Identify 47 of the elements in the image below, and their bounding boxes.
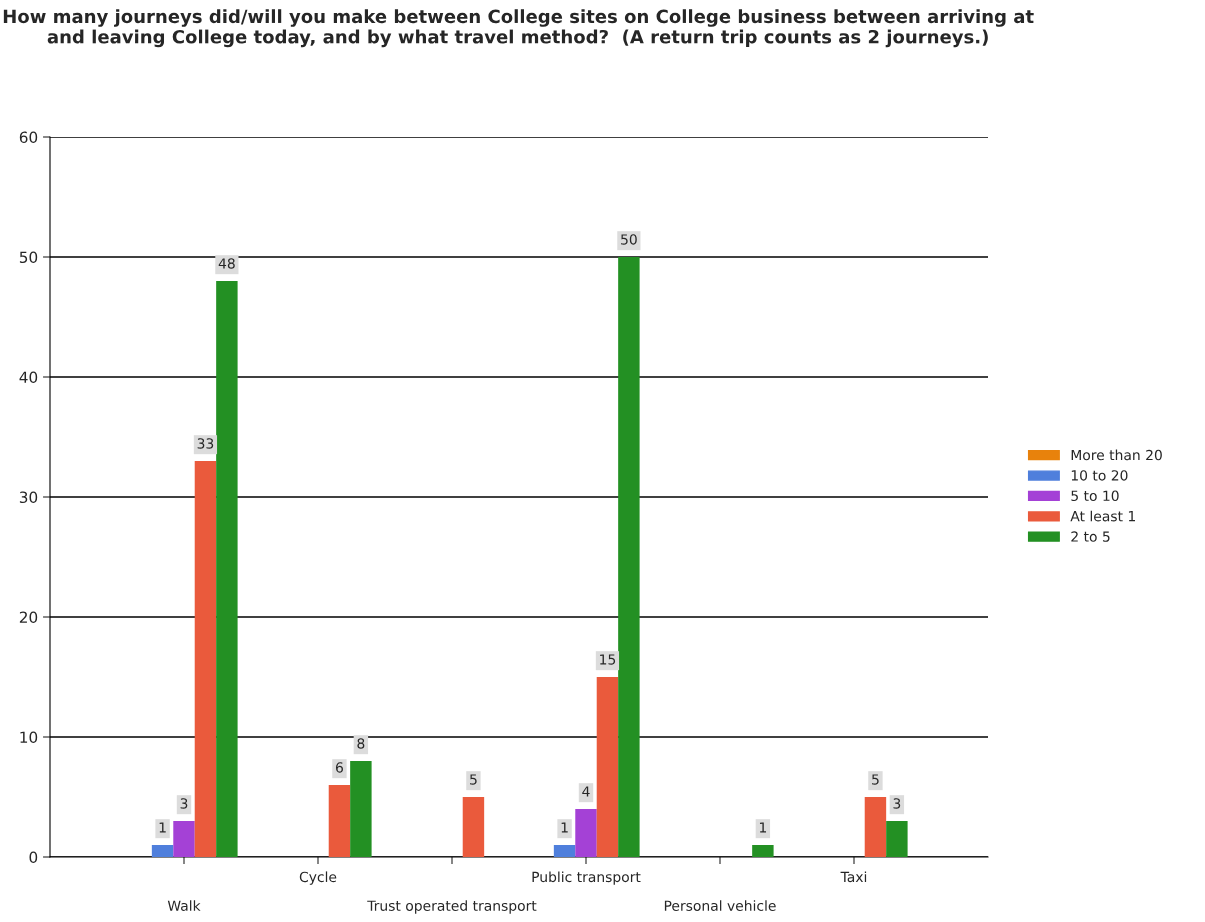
data-label: 5	[872, 774, 879, 785]
bar	[350, 761, 372, 857]
bar	[596, 677, 619, 857]
data-label: 3	[180, 798, 188, 809]
data-label: 4	[582, 786, 590, 797]
x-tick-label: Walk	[167, 900, 201, 911]
bar	[886, 821, 908, 857]
data-label: 5	[470, 774, 477, 785]
legend-label: At least 1	[1070, 510, 1135, 522]
legend-label: More than 20	[1071, 449, 1162, 461]
data-label: 8	[357, 738, 365, 749]
bar	[173, 821, 195, 857]
legend-label: 10 to 20	[1071, 470, 1128, 481]
y-tick-label: 30	[19, 491, 38, 504]
data-label: 15	[600, 654, 616, 665]
bar	[864, 797, 887, 857]
y-tick-label: 10	[20, 731, 38, 744]
bar	[328, 785, 351, 857]
bar	[151, 845, 174, 857]
bar	[618, 257, 640, 857]
legend-label: 2 to 5	[1071, 531, 1110, 542]
y-tick-label: 0	[29, 851, 38, 864]
bar	[462, 797, 485, 857]
y-tick-label: 50	[19, 251, 38, 264]
y-tick-label: 40	[19, 371, 38, 384]
data-label: 50	[621, 234, 637, 245]
data-label: 3	[893, 798, 901, 809]
bar	[194, 461, 217, 857]
bar	[575, 809, 597, 857]
bar	[553, 845, 576, 857]
x-tick-label: Trust operated transport	[367, 900, 537, 914]
y-tick-label: 60	[19, 131, 38, 144]
bar	[752, 845, 774, 857]
data-label: 1	[561, 822, 568, 833]
bar	[216, 281, 238, 857]
data-label: 1	[159, 822, 166, 833]
x-tick-label: Public transport	[532, 871, 641, 885]
x-tick-label: Taxi	[840, 871, 867, 883]
x-tick-label: Cycle	[299, 871, 337, 885]
data-label: 33	[197, 438, 214, 449]
x-tick-label: Personal vehicle	[664, 900, 776, 911]
data-label: 1	[759, 822, 767, 833]
data-label: 48	[218, 258, 235, 269]
y-tick-label: 20	[19, 611, 38, 624]
chart-title: How many journeys did/will you make between College sites on College business between arriving at and leaving College today, and by what travel method? (A return trip counts as 2 journeys.)	[3, 9, 1034, 48]
data-label: 6	[335, 762, 343, 773]
legend-label: 5 to 10	[1071, 490, 1119, 502]
